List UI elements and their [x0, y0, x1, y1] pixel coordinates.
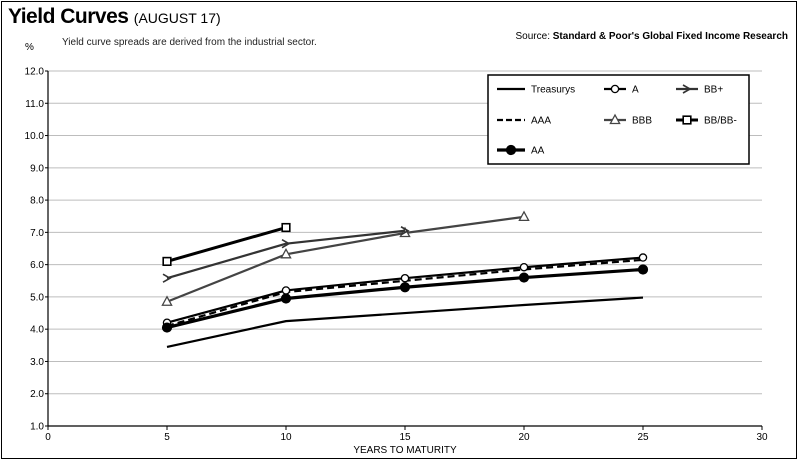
data-point — [400, 273, 410, 283]
axes: 1.0 2.0 3.0 4.0 5.0 6.0 7.0 8.0 9.0 10.0 11.0 12.0 0… — [25, 67, 768, 444]
legend-label: BB+ — [704, 85, 723, 96]
legend-label: A — [632, 85, 639, 96]
series-bbb — [161, 210, 530, 306]
data-point — [400, 226, 410, 236]
series-line — [166, 258, 644, 328]
data-point — [518, 210, 530, 222]
x-axis-label: YEARS TO MATURITY — [353, 445, 457, 456]
data-point — [281, 286, 291, 295]
legend-label: AAA — [531, 116, 551, 127]
series-line — [166, 296, 644, 349]
chart-title-main: Yield Curves — [8, 5, 129, 28]
y-tick-label: 5.0 — [30, 292, 44, 303]
data-point — [162, 273, 172, 283]
legend-label: BBB — [632, 116, 652, 127]
legend-marker — [610, 84, 620, 94]
x-tick-label: 15 — [399, 432, 411, 443]
series-aaa — [166, 258, 644, 328]
legend-item-bbb: BBB — [604, 113, 652, 127]
data-point — [519, 262, 529, 272]
y-tick-label: 7.0 — [30, 228, 44, 239]
legend-item-a: A — [604, 85, 639, 96]
legend-item-bb-bb-: BB/BB- — [676, 115, 737, 127]
x-tick-label: 10 — [280, 432, 292, 443]
chart-title-date: (AUGUST 17) — [133, 10, 221, 26]
x-tick-label: 30 — [756, 432, 768, 443]
legend-label: BB/BB- — [704, 116, 737, 127]
y-tick-label: 12.0 — [25, 67, 45, 78]
legend-item-treasurys: Treasurys — [497, 85, 575, 96]
x-tick-label: 0 — [45, 432, 51, 443]
series-line — [166, 229, 406, 280]
legend-item-bb-: BB+ — [676, 84, 723, 96]
y-tick-label: 6.0 — [30, 260, 44, 271]
y-axis-unit: % — [25, 42, 34, 53]
series-bb- — [162, 226, 410, 283]
data-point — [280, 247, 292, 259]
legend-item-aaa: AAA — [497, 116, 551, 127]
data-point — [161, 322, 173, 333]
legend-marker — [682, 115, 692, 125]
series-line — [166, 215, 525, 303]
data-point — [281, 222, 291, 233]
y-tick-label: 10.0 — [25, 131, 45, 142]
legend-item-aa: AA — [497, 144, 545, 157]
chart-title: Yield Curves (AUGUST 17) — [8, 5, 221, 29]
y-tick-label: 2.0 — [30, 389, 44, 400]
legend-label: Treasurys — [531, 85, 575, 96]
y-tick-label: 11.0 — [25, 99, 44, 110]
y-tick-label: 3.0 — [30, 357, 44, 368]
y-tick-label: 8.0 — [30, 196, 44, 207]
y-tick-label: 4.0 — [30, 325, 44, 336]
data-point — [281, 238, 291, 249]
series-lines — [161, 210, 649, 349]
data-point — [399, 282, 411, 293]
series-line — [166, 226, 287, 263]
x-tick-label: 5 — [164, 432, 170, 443]
chart-note: Yield curve spreads are derived from the… — [62, 37, 317, 48]
data-point — [637, 264, 649, 275]
data-point — [280, 293, 292, 304]
x-tick-label: 25 — [637, 432, 649, 443]
x-tick-label: 20 — [518, 432, 530, 443]
source-credit: Source: Standard & Poor's Global Fixed I… — [516, 31, 788, 42]
series-aa — [161, 264, 649, 333]
series-bb-bb- — [162, 222, 291, 267]
legend-marker — [609, 113, 621, 125]
data-point — [162, 256, 172, 267]
series-a — [162, 253, 648, 327]
source-name: Standard & Poor's Global Fixed Income Re… — [552, 31, 788, 42]
y-tick-label: 9.0 — [30, 163, 44, 174]
series-treasurys — [166, 296, 644, 349]
legend-label: AA — [531, 146, 545, 157]
source-prefix: Source: — [515, 31, 550, 42]
legend-marker — [505, 144, 517, 156]
data-point — [638, 253, 648, 262]
data-point — [518, 272, 530, 283]
y-tick-label: 1.0 — [30, 422, 44, 433]
data-point — [161, 295, 173, 306]
legend-marker — [682, 84, 692, 94]
